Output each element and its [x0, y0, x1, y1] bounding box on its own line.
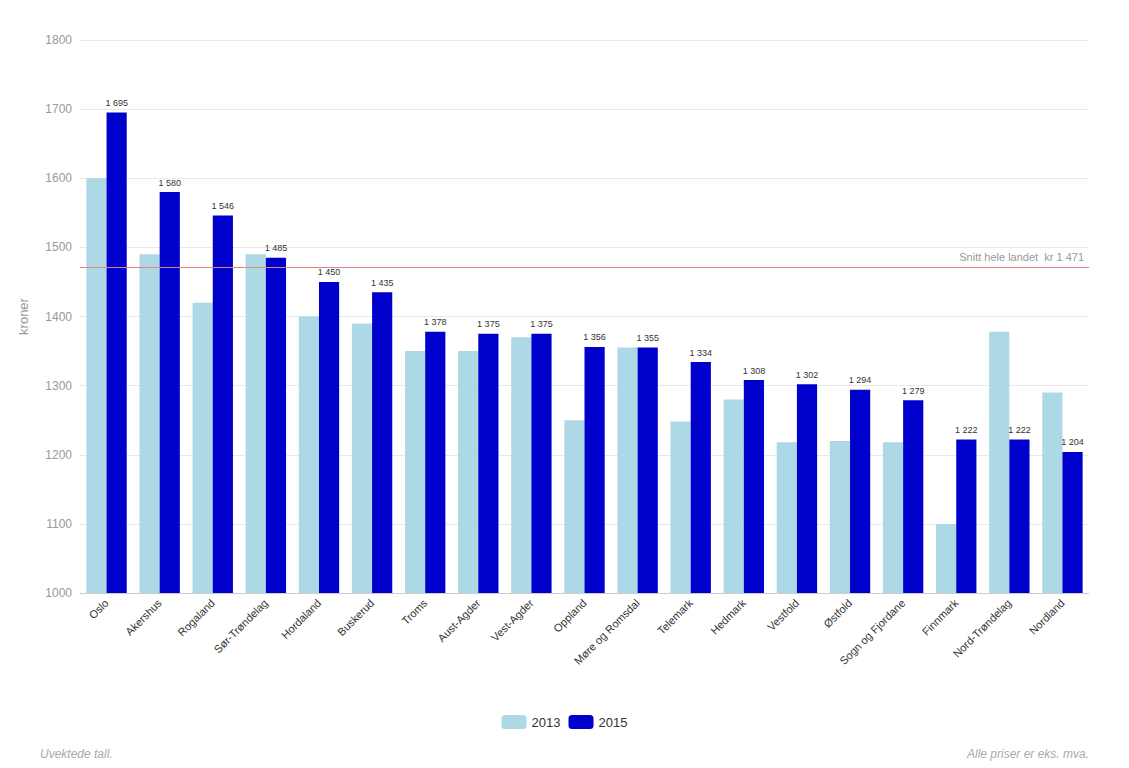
svg-text:1 450: 1 450	[318, 267, 341, 277]
svg-text:Nordland: Nordland	[1027, 597, 1067, 637]
svg-text:1 375: 1 375	[530, 319, 553, 329]
svg-text:Nord-Trøndelag: Nord-Trøndelag	[951, 597, 1014, 660]
svg-text:Rogaland: Rogaland	[175, 597, 217, 639]
svg-text:Møre og Romsdal: Møre og Romsdal	[572, 597, 642, 667]
svg-text:1000: 1000	[45, 586, 72, 600]
svg-text:1 580: 1 580	[158, 178, 181, 188]
svg-text:1 375: 1 375	[477, 319, 500, 329]
svg-text:1500: 1500	[45, 240, 72, 254]
svg-text:1600: 1600	[45, 171, 72, 185]
svg-text:1 485: 1 485	[265, 243, 288, 253]
svg-text:1 546: 1 546	[212, 201, 235, 211]
svg-text:1 378: 1 378	[424, 317, 447, 327]
svg-text:Snitt hele landet kr 1 471: Snitt hele landet kr 1 471	[959, 251, 1084, 263]
svg-text:Uvektede tall.: Uvektede tall.	[40, 747, 113, 761]
svg-text:Buskerud: Buskerud	[335, 597, 376, 638]
svg-text:1 279: 1 279	[902, 386, 925, 396]
svg-text:1100: 1100	[46, 517, 72, 531]
svg-text:Telemark: Telemark	[655, 596, 695, 636]
svg-text:1 308: 1 308	[743, 366, 766, 376]
svg-text:Finnmark: Finnmark	[920, 596, 961, 637]
svg-text:1 302: 1 302	[796, 370, 819, 380]
svg-text:Aust-Agder: Aust-Agder	[435, 597, 483, 645]
svg-text:1400: 1400	[45, 310, 72, 324]
svg-text:Hordaland: Hordaland	[279, 597, 323, 641]
svg-text:Østfold: Østfold	[821, 597, 854, 630]
svg-text:1700: 1700	[45, 102, 72, 116]
svg-text:kroner: kroner	[16, 297, 31, 335]
svg-text:2015: 2015	[599, 715, 628, 730]
svg-text:1300: 1300	[45, 379, 72, 393]
svg-text:Vestfold: Vestfold	[765, 597, 801, 633]
svg-text:1 294: 1 294	[849, 375, 872, 385]
svg-text:1 204: 1 204	[1061, 437, 1084, 447]
svg-text:1 355: 1 355	[636, 333, 659, 343]
svg-text:1 695: 1 695	[105, 98, 128, 108]
svg-text:Oppland: Oppland	[551, 597, 589, 635]
svg-text:Sogn og Fjordane: Sogn og Fjordane	[837, 597, 907, 667]
svg-text:Akershus: Akershus	[123, 596, 164, 637]
svg-text:1 356: 1 356	[583, 332, 606, 342]
svg-text:1 435: 1 435	[371, 278, 394, 288]
svg-text:Vest-Agder: Vest-Agder	[489, 597, 536, 644]
svg-text:Troms: Troms	[399, 596, 430, 627]
svg-text:1800: 1800	[45, 33, 72, 47]
svg-text:Alle priser er eks. mva.: Alle priser er eks. mva.	[966, 747, 1089, 761]
svg-text:1200: 1200	[45, 448, 72, 462]
svg-text:2013: 2013	[532, 715, 561, 730]
svg-text:1 222: 1 222	[955, 425, 978, 435]
svg-text:Oslo: Oslo	[86, 597, 110, 621]
svg-text:Sør-Trøndelag: Sør-Trøndelag	[211, 597, 270, 656]
svg-text:1 222: 1 222	[1008, 425, 1031, 435]
svg-text:1 334: 1 334	[690, 348, 713, 358]
svg-text:Hedmark: Hedmark	[708, 596, 748, 636]
